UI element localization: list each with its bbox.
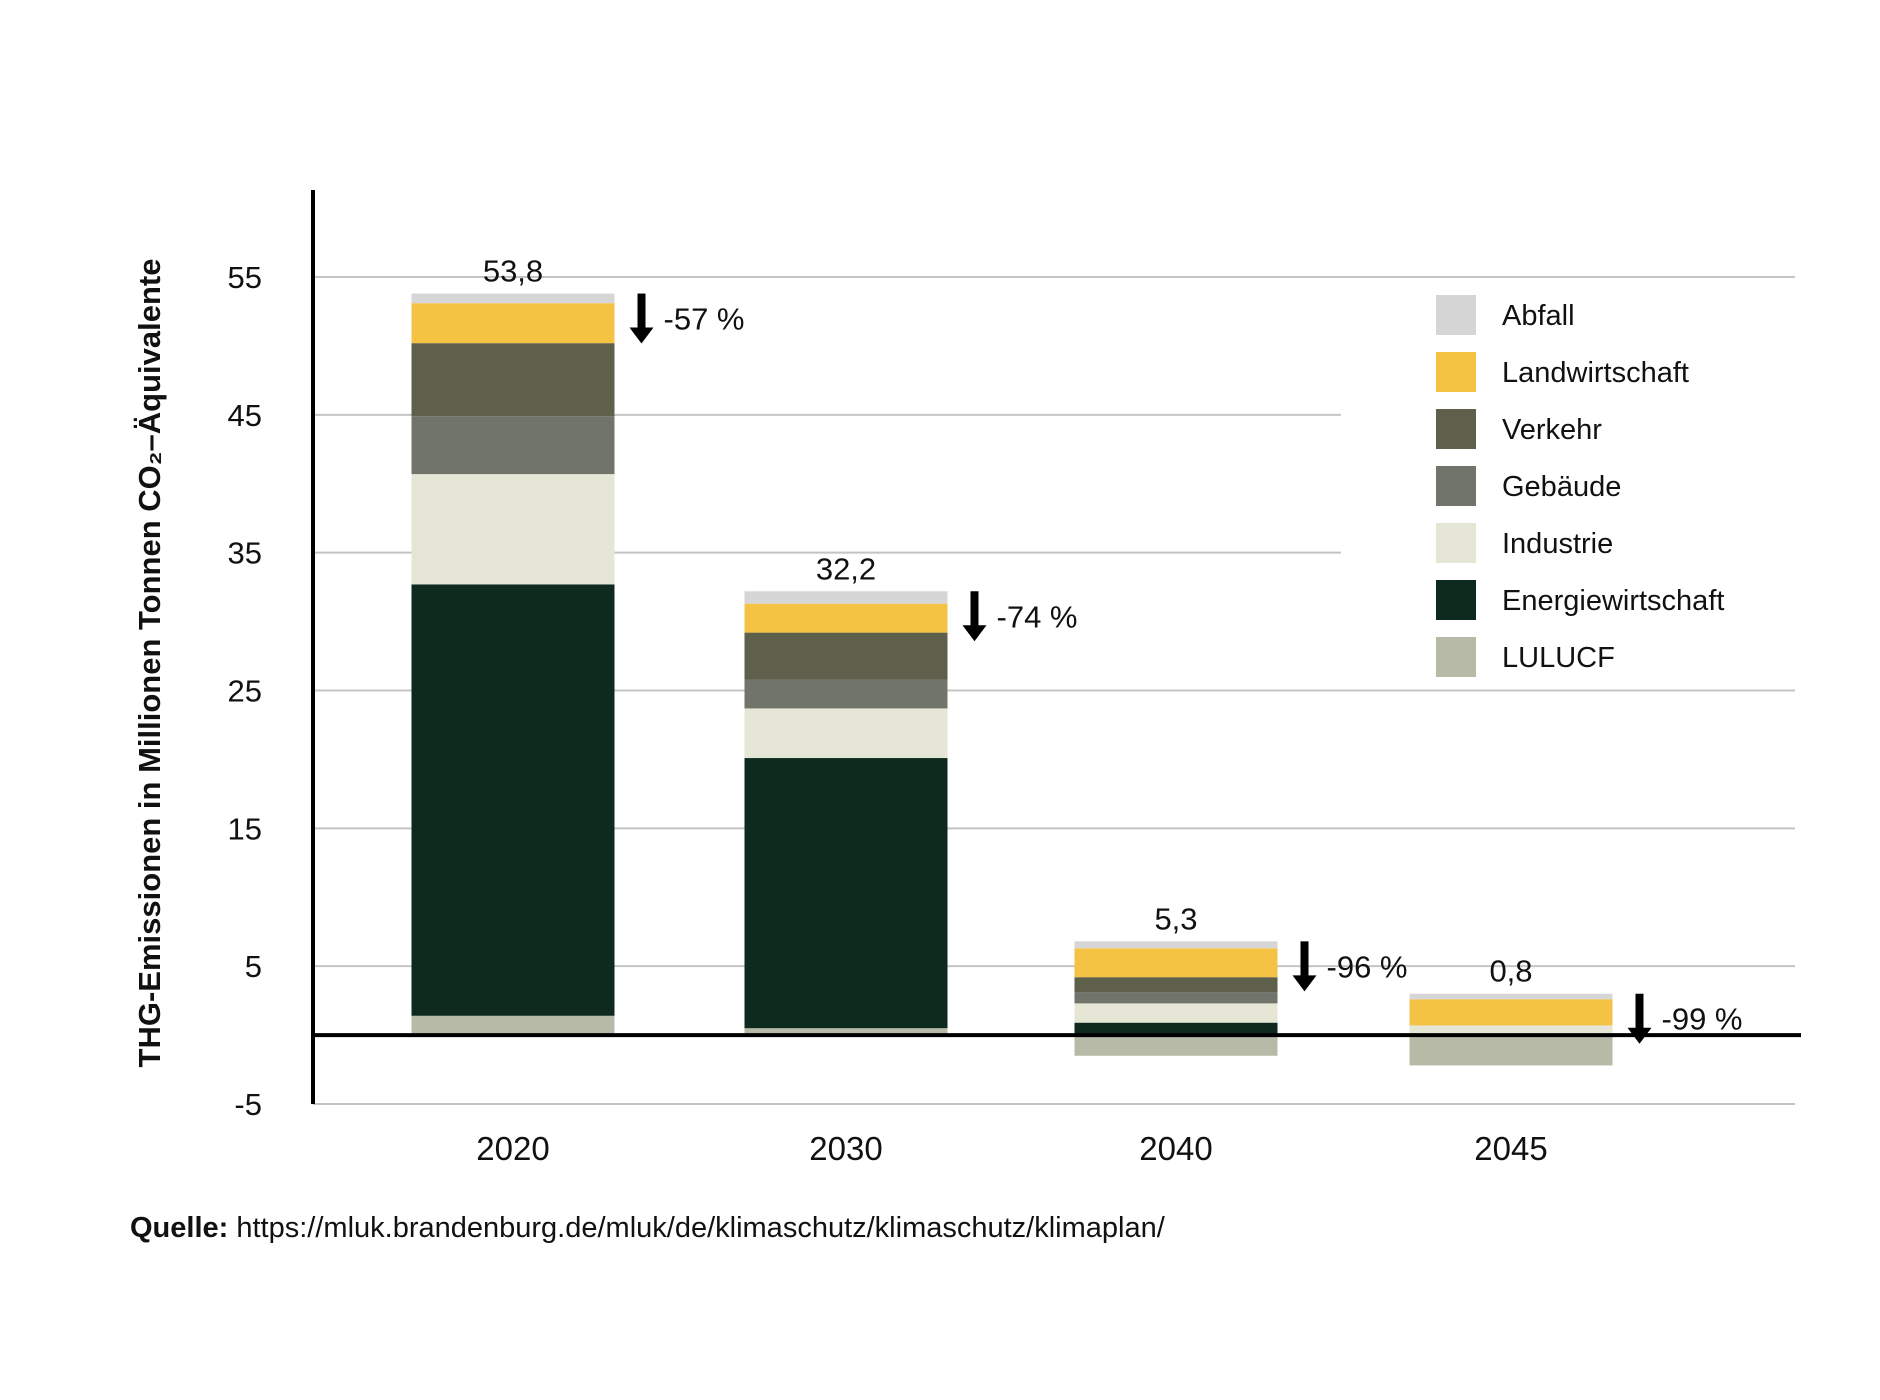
total-label: 0,8: [1489, 954, 1532, 989]
legend-label: Abfall: [1502, 300, 1575, 332]
down-arrow-icon: [1627, 993, 1652, 1044]
total-label: 32,2: [816, 551, 876, 586]
legend-item-landwirtschaft: Landwirtschaft: [1436, 352, 1689, 392]
legend-item-energiewirtschaft: Energiewirtschaft: [1436, 580, 1724, 620]
total-label: 53,8: [483, 254, 543, 289]
bar-segment-landwirtschaft-2040: [1074, 948, 1278, 978]
legend-item-gebäude: Gebäude: [1436, 466, 1621, 506]
legend-label: Gebäude: [1502, 471, 1621, 503]
legend-label: Industrie: [1502, 528, 1613, 560]
down-arrow-icon: [962, 591, 987, 642]
legend-label: Landwirtschaft: [1502, 357, 1689, 389]
bar-segment-abfall-2020: [411, 293, 615, 304]
legend-item-lulucf: LULUCF: [1436, 637, 1615, 677]
y-tick-label: 35: [228, 536, 262, 571]
legend-item-abfall: Abfall: [1436, 295, 1575, 335]
legend-swatch: [1436, 409, 1476, 449]
y-tick-label: 15: [228, 811, 262, 846]
x-tick-label: 2045: [1474, 1130, 1547, 1167]
bar-segment-lulucf-2040: [1074, 1035, 1278, 1056]
bar-segment-landwirtschaft-2045: [1409, 999, 1613, 1026]
y-axis-title: THG-Emissionen in Millionen Tonnen CO₂–Ä…: [132, 259, 167, 1068]
bar-segment-gebäude-2040: [1074, 992, 1278, 1004]
reduction-label: -74 %: [997, 599, 1078, 634]
x-tick-label: 2030: [809, 1130, 882, 1167]
bar-segment-abfall-2030: [744, 591, 948, 604]
legend-swatch: [1436, 580, 1476, 620]
bar-segment-industrie-2020: [411, 474, 615, 585]
bar-segment-lulucf-2030: [744, 1028, 948, 1036]
source-label: Quelle:: [130, 1212, 229, 1244]
reduction-label: -96 %: [1327, 949, 1408, 984]
bar-segment-lulucf-2020: [411, 1015, 615, 1036]
x-tick-label: 2040: [1139, 1130, 1212, 1167]
bar-segment-industrie-2045: [1409, 1025, 1613, 1036]
legend-swatch: [1436, 352, 1476, 392]
bar-segment-landwirtschaft-2020: [411, 303, 615, 344]
total-label: 5,3: [1154, 901, 1197, 936]
source-url[interactable]: https://mluk.brandenburg.de/mluk/de/klim…: [236, 1212, 1165, 1244]
bar-segment-landwirtschaft-2030: [744, 603, 948, 633]
y-tick-label: -5: [234, 1087, 262, 1122]
x-tick-label: 2020: [476, 1130, 549, 1167]
legend-swatch: [1436, 637, 1476, 677]
reduction-label: -57 %: [664, 302, 745, 337]
legend-swatch: [1436, 295, 1476, 335]
bar-segment-lulucf-2045: [1409, 1035, 1613, 1066]
legend-item-industrie: Industrie: [1436, 523, 1613, 563]
legend-swatch: [1436, 523, 1476, 563]
legend-item-verkehr: Verkehr: [1436, 409, 1602, 449]
legend-label: LULUCF: [1502, 642, 1615, 674]
down-arrow-icon: [1292, 941, 1317, 992]
bar-segment-gebäude-2020: [411, 416, 615, 475]
bar-segment-energiewirtschaft-2030: [744, 758, 948, 1029]
legend-label: Verkehr: [1502, 414, 1602, 446]
bar-segment-energiewirtschaft-2020: [411, 584, 615, 1016]
y-tick-label: 25: [228, 674, 262, 709]
bar-segment-verkehr-2020: [411, 343, 615, 417]
reduction-label: -99 %: [1662, 1002, 1743, 1037]
bar-segment-verkehr-2040: [1074, 977, 1278, 993]
bar-segment-verkehr-2030: [744, 632, 948, 680]
y-tick-label: 55: [228, 260, 262, 295]
source-note: Quelle: https://mluk.brandenburg.de/mluk…: [130, 1212, 1165, 1245]
bar-segment-abfall-2045: [1409, 993, 1613, 1000]
legend-label: Energiewirtschaft: [1502, 585, 1724, 617]
down-arrow-icon: [629, 293, 654, 344]
bar-segment-industrie-2030: [744, 708, 948, 759]
bar-segment-energiewirtschaft-2040: [1074, 1022, 1278, 1036]
bar-segment-industrie-2040: [1074, 1003, 1278, 1023]
y-tick-label: 5: [245, 949, 262, 984]
legend-swatch: [1436, 466, 1476, 506]
bar-segment-abfall-2040: [1074, 941, 1278, 949]
bar-segment-gebäude-2030: [744, 679, 948, 709]
y-tick-label: 45: [228, 398, 262, 433]
